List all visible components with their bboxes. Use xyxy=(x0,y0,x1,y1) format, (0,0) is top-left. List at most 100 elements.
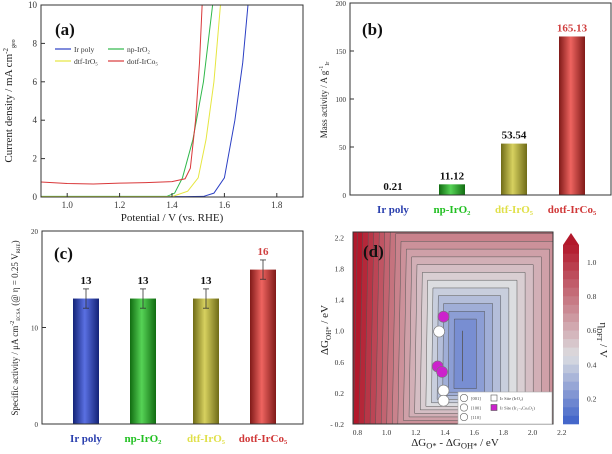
bar xyxy=(250,269,276,424)
y-tick-label: 0.2 xyxy=(335,389,345,398)
y-axis-label-d: ΔGOH* / eV xyxy=(319,305,333,355)
x-tick-label: 1.8 xyxy=(271,200,283,210)
bar xyxy=(193,298,219,424)
category-label: dotf-IrCo₅ xyxy=(239,433,288,445)
y-tick-label: 0 xyxy=(33,192,38,202)
colorbar-step xyxy=(563,245,579,254)
panel-label-a: (a) xyxy=(55,20,75,39)
x-tick-label: 1.0 xyxy=(62,200,74,210)
data-label: 11.12 xyxy=(440,170,465,182)
panel-b: 0.21 Ir poly 11.12 np-IrO₂ 53.54 dtf-IrO₅ 165.… xyxy=(336,0,612,216)
data-label: 13 xyxy=(138,275,150,287)
data-point xyxy=(436,366,448,378)
colorbar: 0.2 0.4 0.6 0.8 1.0 xyxy=(563,233,597,425)
x-tick-label: 1.6 xyxy=(219,200,231,210)
x-tick-label: 1.4 xyxy=(166,200,178,210)
colorbar-extend-arrow xyxy=(563,233,579,245)
x-tick-label: 1.6 xyxy=(469,428,479,437)
data-label: 13 xyxy=(201,275,213,287)
x-tick-label: 1.2 xyxy=(411,428,421,437)
legend-site-marker xyxy=(490,404,498,411)
panel-d: 0.8 1.0 1.2 1.4 1.6 1.8 2.0 2.2 - 0.2 0.2 0.6 1.0 1.… xyxy=(330,231,597,437)
y-tick-label: 1.0 xyxy=(335,327,345,336)
data-label: 0.21 xyxy=(383,181,402,193)
colorbar-step xyxy=(563,279,579,288)
y-tick-label: 20 xyxy=(31,228,39,236)
y-tick-label: 0 xyxy=(35,421,39,429)
legend-label: np-IrO₂ xyxy=(127,45,150,54)
y-tick-label: 4 xyxy=(33,115,38,125)
bar xyxy=(439,184,465,195)
x-tick-label: 2.0 xyxy=(528,428,538,437)
y-tick-label: 150 xyxy=(336,48,347,56)
colorbar-tick-label: 0.2 xyxy=(587,394,597,403)
colorbar-step xyxy=(563,355,579,365)
colorbar-step xyxy=(563,347,579,357)
y-tick-label: 0 xyxy=(343,192,347,200)
x-axis-label-a: Potential / V (vs. RHE) xyxy=(121,212,224,224)
colorbar-step xyxy=(563,253,579,263)
legend-facet-marker xyxy=(459,393,468,402)
panel-label-d: (d) xyxy=(363,242,384,261)
data-label: 165.13 xyxy=(557,22,588,34)
colorbar-step xyxy=(563,381,579,391)
category-label: Ir poly xyxy=(70,433,102,445)
colorbar-step xyxy=(563,415,579,425)
y-tick-label: 200 xyxy=(336,0,347,8)
legend-box xyxy=(457,391,553,425)
legend-facet-marker xyxy=(459,403,468,412)
legend-facet-label: [100] xyxy=(471,406,481,411)
plot-a-frame xyxy=(40,4,304,198)
legend-facet-marker xyxy=(459,412,468,421)
data-point xyxy=(437,394,450,407)
colorbar-step xyxy=(563,296,579,305)
colorbar-step xyxy=(563,406,579,416)
y-tick-label: 100 xyxy=(336,96,347,104)
category-label: dotf-IrCo₅ xyxy=(548,204,597,216)
legend-label: dotf-IrCo₅ xyxy=(127,57,158,66)
data-point xyxy=(433,325,445,338)
panel-a: 1.0 1.2 1.4 1.6 1.8 0 2 4 6 8 10 Ir poly np-IrO₂ dtf-… xyxy=(28,0,304,210)
x-axis-label-d: ΔGO* - ΔGOH* / eV xyxy=(411,437,499,451)
data-label: 53.54 xyxy=(502,130,527,142)
legend-facet-label: [001] xyxy=(471,396,481,401)
colorbar-step xyxy=(563,389,579,399)
colorbar-step xyxy=(563,338,579,348)
y-tick-label: 1.4 xyxy=(335,296,345,305)
legend: [001] [100] [110] Ir Site (IrO₂) Ir Site (Ir… xyxy=(457,391,553,425)
data-point xyxy=(437,310,450,323)
y-tick-label: 10 xyxy=(31,325,39,333)
legend-label: dtf-IrO₅ xyxy=(74,57,98,66)
colorbar-step xyxy=(563,364,579,374)
legend-facet-label: [110] xyxy=(471,415,481,420)
panel-label-c: (c) xyxy=(54,244,73,263)
colorbar-step xyxy=(563,330,579,340)
y-tick-label: 1.8 xyxy=(335,265,345,274)
y-tick-label: 2 xyxy=(33,154,38,164)
bar xyxy=(73,298,99,424)
series-line-3 xyxy=(41,5,203,185)
y-tick-label: 0.6 xyxy=(335,358,345,367)
colorbar-step xyxy=(563,262,579,271)
colorbar-label: ηDFT / V xyxy=(595,322,609,357)
x-tick-label: 2.2 xyxy=(557,428,567,437)
colorbar-tick-label: 0.6 xyxy=(587,326,597,335)
bar xyxy=(501,143,527,195)
legend-site-label: Ir Site (IrO₂) xyxy=(500,396,524,401)
y-tick-label: 8 xyxy=(33,38,38,48)
plot-d-frame xyxy=(352,231,554,425)
colorbar-step xyxy=(563,304,579,314)
panel-label-b: (b) xyxy=(362,20,383,39)
legend-site-marker xyxy=(490,394,498,402)
x-tick-label: 1.0 xyxy=(382,428,392,437)
legend-site-label: Ir Site (Ir₁₋ₓCoₓO₂) xyxy=(500,406,535,411)
y-tick-label: 50 xyxy=(339,144,347,152)
colorbar-step xyxy=(563,313,579,323)
colorbar-tick-label: 1.0 xyxy=(587,258,597,267)
category-label: np-IrO₂ xyxy=(125,433,163,445)
category-label: np-IrO₂ xyxy=(434,204,472,216)
y-axis-label-b: Mass activity / A g-1Ir xyxy=(319,62,331,139)
bar xyxy=(130,298,156,424)
data-point xyxy=(437,384,450,397)
